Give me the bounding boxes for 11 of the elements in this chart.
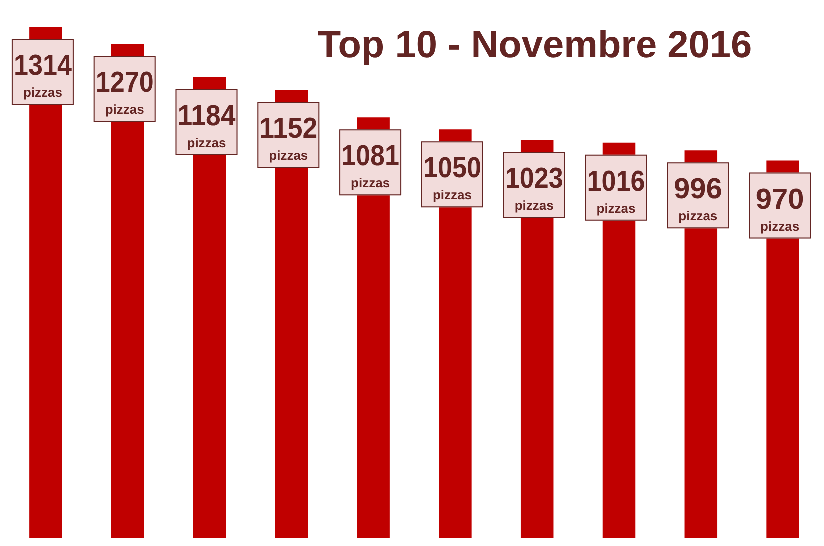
- data-label: 970 pizzas: [756, 184, 804, 234]
- data-label: 996 pizzas: [674, 174, 722, 224]
- chart-title: Top 10 - Novembre 2016: [318, 24, 752, 66]
- data-label: 1270 pizzas: [96, 66, 154, 118]
- data-label: 1314 pizzas: [14, 48, 73, 100]
- data-label: 1023 pizzas: [505, 162, 564, 214]
- data-label: 1016 pizzas: [587, 164, 646, 216]
- data-label: 1050 pizzas: [423, 151, 482, 203]
- data-label: 1184 pizzas: [178, 100, 236, 151]
- data-label: 1081 pizzas: [342, 139, 400, 191]
- data-label: 1152 pizzas: [260, 112, 318, 163]
